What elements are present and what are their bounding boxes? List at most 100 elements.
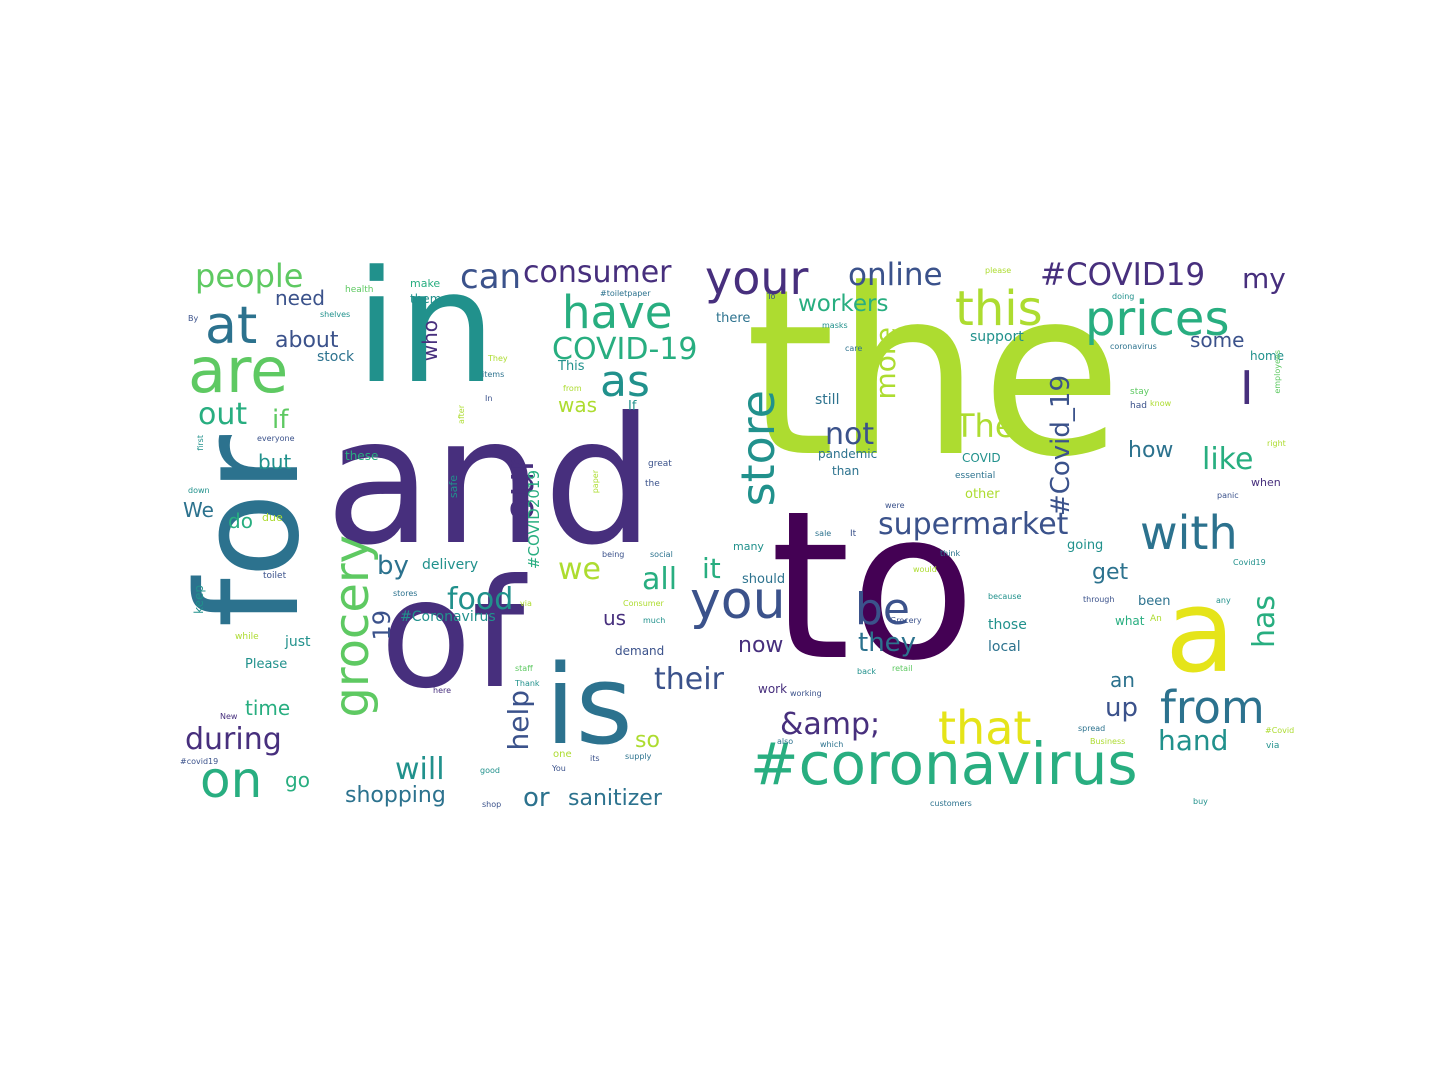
cloud-word: consumer: [523, 255, 672, 290]
cloud-word: out: [198, 397, 248, 432]
cloud-word: people: [195, 257, 304, 295]
cloud-word: or: [523, 783, 550, 813]
cloud-word: should: [742, 572, 786, 587]
cloud-word: but: [258, 450, 292, 474]
cloud-word: need: [275, 286, 325, 310]
cloud-word: have: [562, 286, 673, 339]
cloud-word: social: [650, 550, 673, 559]
cloud-word: other: [965, 487, 1000, 502]
cloud-word: know: [1150, 399, 1172, 408]
cloud-word: and: [325, 381, 655, 584]
cloud-word: your: [705, 255, 809, 305]
cloud-word: via: [520, 599, 532, 608]
cloud-word: while: [235, 632, 259, 642]
cloud-word: shop: [482, 800, 502, 809]
cloud-word: local: [988, 639, 1021, 655]
cloud-word: this: [955, 281, 1043, 337]
cloud-word: more: [869, 327, 902, 400]
cloud-word: retail: [892, 664, 913, 673]
cloud-word: like: [1202, 442, 1254, 477]
cloud-word: care: [845, 344, 863, 353]
cloud-word: We: [183, 498, 214, 522]
cloud-word: #coronavirus: [750, 730, 1138, 798]
cloud-word: right: [1267, 439, 1286, 448]
cloud-word: &amp;: [780, 707, 881, 742]
cloud-word: here: [433, 686, 452, 695]
cloud-word: than: [832, 464, 860, 478]
cloud-word: by: [377, 551, 409, 581]
cloud-word: please: [985, 266, 1012, 275]
cloud-word: good: [480, 766, 500, 775]
cloud-word: COVID: [962, 451, 1001, 465]
cloud-word: working: [790, 689, 822, 698]
cloud-word: those: [988, 617, 1027, 633]
cloud-word: a: [1165, 565, 1236, 699]
cloud-word: staff: [515, 664, 533, 673]
cloud-word: you: [690, 571, 786, 631]
cloud-word: we: [558, 552, 601, 587]
cloud-word: demand: [615, 644, 665, 658]
cloud-word: COVID-19: [552, 332, 698, 367]
cloud-word: with: [1140, 506, 1238, 560]
cloud-word: In: [485, 394, 493, 403]
cloud-word: work: [758, 682, 788, 696]
cloud-word: This: [558, 359, 585, 374]
cloud-word: as: [600, 356, 650, 407]
cloud-word: in: [355, 255, 497, 418]
cloud-word: about: [275, 328, 339, 353]
cloud-word: will: [395, 752, 445, 787]
cloud-word: I: [1240, 361, 1254, 415]
cloud-word: paper: [591, 470, 600, 494]
cloud-word: some: [1190, 328, 1245, 352]
cloud-word: prices: [1085, 291, 1230, 347]
cloud-word: food: [447, 582, 514, 617]
cloud-word: these: [345, 449, 379, 463]
cloud-word: the: [645, 479, 660, 489]
cloud-word: store: [731, 390, 785, 507]
cloud-word: masks: [822, 321, 848, 330]
cloud-word: home: [1250, 349, 1285, 363]
cloud-word: To: [767, 292, 776, 301]
cloud-word: to: [770, 468, 976, 706]
cloud-word: sanitizer: [568, 786, 662, 811]
cloud-word: had: [1130, 401, 1147, 411]
cloud-word: #COVID2019: [525, 470, 543, 569]
cloud-word: that: [938, 701, 1032, 755]
cloud-word: #covid19: [180, 757, 219, 766]
cloud-word: now: [738, 633, 784, 658]
cloud-word: health: [345, 285, 374, 295]
cloud-word: were: [885, 501, 905, 510]
cloud-word: supermarket: [878, 507, 1069, 542]
cloud-word: employees: [1273, 350, 1282, 394]
cloud-word: they: [858, 628, 917, 658]
cloud-word: customers: [930, 799, 972, 808]
cloud-word: when: [1251, 476, 1281, 489]
cloud-word: stay: [1130, 387, 1150, 397]
cloud-word: through: [1083, 595, 1115, 604]
cloud-word: what: [1115, 614, 1145, 628]
cloud-word: support: [970, 329, 1024, 345]
cloud-word: stores: [393, 589, 418, 598]
cloud-word: sale: [815, 529, 832, 538]
cloud-word: #toiletpaper: [600, 289, 651, 298]
cloud-word: Business: [1090, 737, 1126, 746]
cloud-word: shelves: [320, 310, 351, 319]
cloud-word: New: [220, 712, 238, 721]
cloud-word: at: [205, 296, 258, 356]
cloud-word: safe: [447, 475, 460, 499]
cloud-word: back: [857, 667, 877, 676]
cloud-word: if: [272, 405, 289, 435]
cloud-word: The: [955, 407, 1015, 445]
cloud-word: keep: [192, 585, 206, 614]
cloud-word: Thank: [515, 679, 540, 688]
cloud-word: them: [410, 292, 442, 306]
cloud-word: still: [815, 392, 840, 408]
cloud-word: on: [200, 751, 263, 809]
cloud-word: Please: [245, 657, 288, 672]
cloud-word: so: [635, 728, 660, 753]
cloud-word: not: [825, 417, 875, 452]
cloud-word: go: [285, 768, 310, 792]
cloud-word: being: [602, 550, 625, 559]
cloud-word: toilet: [263, 571, 287, 581]
cloud-word: up: [1105, 693, 1138, 723]
